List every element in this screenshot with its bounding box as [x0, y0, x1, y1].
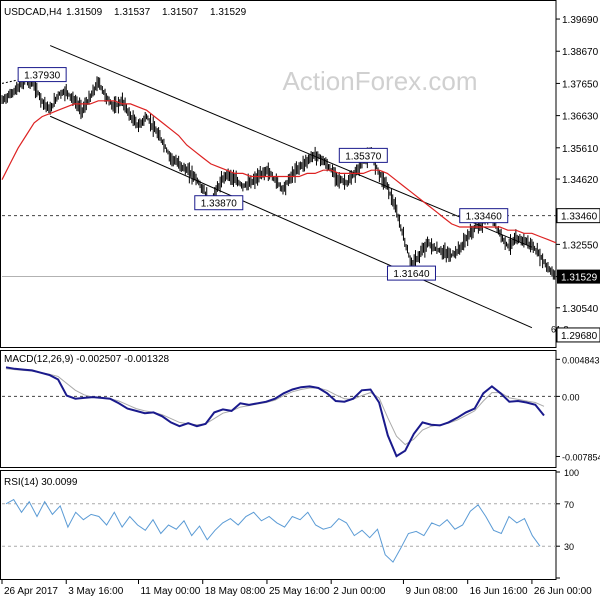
macd-y-tick-label: 0.00 — [562, 392, 580, 402]
price-y-tick-label: 1.30540 — [562, 304, 599, 315]
header-symbol: USDCAD,H4 — [4, 7, 62, 18]
price-annotation-label: 1.33870 — [201, 199, 238, 210]
x-tick-label: 25 May 16:00 — [269, 586, 330, 597]
panel-titles: MACD(12,26,9) -0.002507 -0.001328 RSI(14… — [4, 354, 170, 488]
header-close: 1.31529 — [210, 7, 247, 18]
price-y-tick-label: 1.36630 — [562, 112, 599, 123]
macd-y-tick-label: -0.007854 — [562, 452, 600, 462]
macd-line — [5, 366, 545, 458]
price-y-tick-label: 1.34620 — [562, 175, 599, 186]
x-tick-label: 2 Jun 00:00 — [333, 586, 386, 597]
rsi-y-tick-label: 100 — [564, 468, 579, 478]
macd-y-tick-label: 0.004843 — [562, 355, 600, 365]
price-frame — [0, 0, 557, 348]
rsi-frame — [0, 470, 557, 580]
chart-header: USDCAD,H4 1.31509 1.31537 1.31507 1.3152… — [4, 7, 247, 18]
price-annotation-label: 1.33460 — [466, 212, 503, 223]
price-annotation-box — [338, 147, 388, 163]
header-high: 1.31537 — [114, 7, 151, 18]
x-tick-label: 26 Jun 00:00 — [534, 586, 592, 597]
rsi-line — [5, 498, 541, 563]
price-y-tick-label: 1.29680 — [561, 331, 598, 342]
x-tick-label: 9 Jun 08:00 — [405, 586, 458, 597]
watermark-layer: ActionForex.com — [282, 66, 477, 96]
header-low: 1.31507 — [162, 7, 199, 18]
x-tick-label: 16 Jun 16:00 — [470, 586, 528, 597]
x-tick-label: 11 May 00:00 — [140, 586, 200, 597]
x-tick-label: 3 May 16:00 — [68, 586, 123, 597]
macd-panel — [0, 350, 557, 468]
price-y-tick-label: 1.33460 — [561, 212, 598, 223]
price-y-tick-label: 1.39690 — [562, 15, 599, 26]
header-open: 1.31509 — [66, 7, 103, 18]
watermark-text: ActionForex.com — [282, 66, 477, 96]
price-y-tick-label: 1.38670 — [562, 47, 599, 58]
price-y-tick-label: 1.35610 — [562, 144, 599, 155]
price-annotation-box — [17, 67, 67, 83]
rsi-panel — [0, 470, 557, 580]
channel-lower-line — [49, 115, 533, 329]
x-tick-label: 18 May 08:00 — [205, 586, 266, 597]
current-price-marker — [557, 269, 600, 284]
moving-average-line — [1, 100, 557, 244]
price-annotation-label: 1.35370 — [345, 151, 382, 162]
price-y-tick-label: 1.31529 — [561, 273, 598, 284]
price-annotation-label: 1.31640 — [393, 269, 430, 280]
price-annotation-box — [194, 195, 244, 211]
rsi-title: RSI(14) 30.0099 — [4, 477, 78, 488]
price-annotation-box — [386, 265, 436, 281]
rsi-y-tick-label: 70 — [564, 500, 574, 510]
channel-upper-line — [49, 45, 533, 248]
price-annotation-label: 1.37930 — [24, 71, 61, 82]
level-marker — [556, 327, 600, 343]
macd-frame — [0, 350, 557, 468]
x-tick-label: 26 Apr 2017 — [4, 586, 58, 597]
axes-layer: 1.39690 1.38670 1.37650 1.36630 1.35610 1.346… — [1, 15, 600, 597]
rsi-y-tick-label: 30 — [564, 542, 574, 552]
price-y-tick-label: 1.37650 — [562, 79, 599, 90]
price-annotation-box — [459, 208, 509, 224]
price-y-tick-label: 1.32550 — [562, 240, 599, 251]
macd-title: MACD(12,26,9) -0.002507 -0.001328 — [4, 354, 170, 365]
level-marker — [556, 208, 600, 224]
